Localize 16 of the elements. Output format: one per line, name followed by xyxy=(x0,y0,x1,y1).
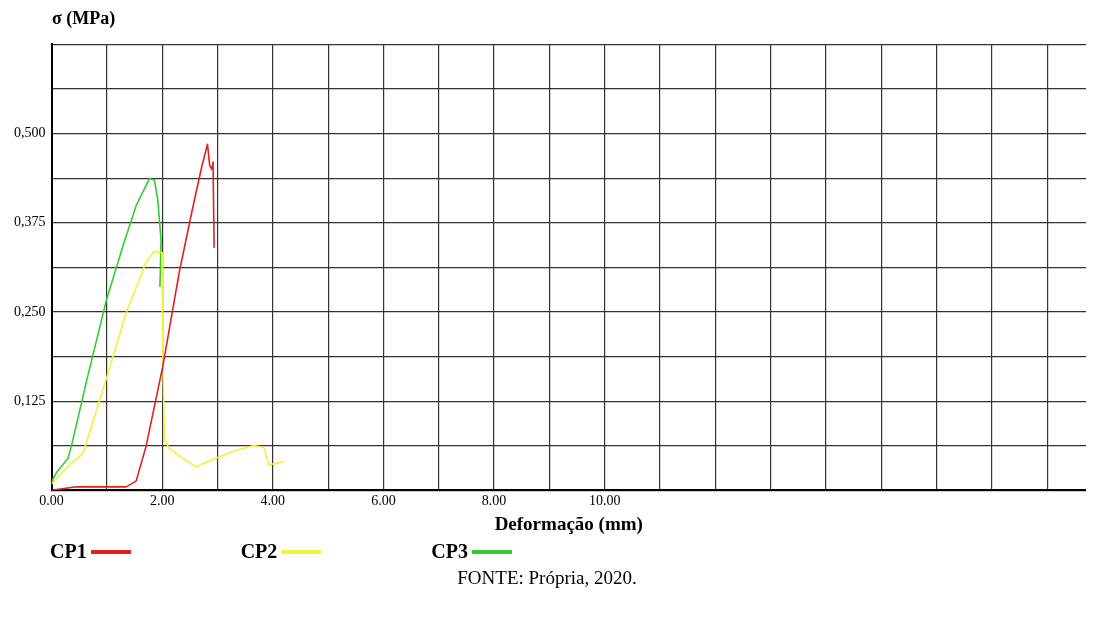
y-tick-label: 0,250 xyxy=(14,303,46,319)
y-tick-label: 0,125 xyxy=(14,392,46,408)
x-axis-title: Deformação (mm) xyxy=(494,512,643,535)
y-axis-title: σ (MPa) xyxy=(51,8,117,30)
legend-label: CP1 xyxy=(50,540,87,563)
y-tick-label: 0,500 xyxy=(14,125,46,141)
x-tick-label: 2.00 xyxy=(149,493,175,509)
legend-label: CP2 xyxy=(240,540,278,563)
y-tick-label: 0,375 xyxy=(14,214,46,230)
x-tick-label: 6.00 xyxy=(371,493,396,509)
x-tick-label: 4.00 xyxy=(260,493,286,509)
source-note: FONTE: Própria, 2020. xyxy=(456,567,638,589)
x-tick-label: 8.00 xyxy=(481,493,507,509)
legend-label: CP3 xyxy=(431,540,469,563)
x-tick-label: 0.00 xyxy=(39,493,64,509)
x-tick-label: 10.00 xyxy=(588,493,621,509)
